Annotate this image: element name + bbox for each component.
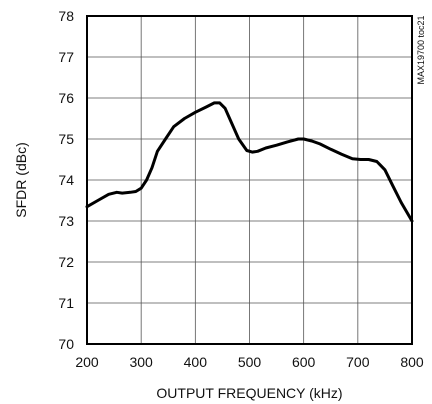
x-tick-label: 600 xyxy=(292,354,316,370)
x-tick-label: 400 xyxy=(184,354,208,370)
y-tick-label: 78 xyxy=(58,8,74,24)
y-tick-label: 71 xyxy=(58,295,74,311)
y-axis-title: SFDR (dBc) xyxy=(13,142,29,217)
y-tick-label: 70 xyxy=(58,336,74,352)
y-tick-label: 76 xyxy=(58,90,74,106)
y-tick-label: 74 xyxy=(58,172,74,188)
y-tick-label: 73 xyxy=(58,213,74,229)
series-group xyxy=(85,101,414,223)
x-tick-label: 800 xyxy=(400,354,424,370)
x-tick-label: 300 xyxy=(129,354,153,370)
x-tick-label: 700 xyxy=(346,354,370,370)
x-tick-labels: 200 300 400 500 600 700 800 xyxy=(75,354,424,370)
y-tick-label: 77 xyxy=(58,49,74,65)
y-tick-labels: 70 71 72 73 74 75 76 77 78 xyxy=(58,8,74,352)
grid-lines xyxy=(87,16,412,344)
y-tick-label: 72 xyxy=(58,254,74,270)
figure-code-label: MAX19700 toc21 xyxy=(416,15,426,84)
x-tick-label: 200 xyxy=(75,354,99,370)
x-tick-label: 500 xyxy=(238,354,262,370)
y-tick-label: 75 xyxy=(58,131,74,147)
series-line xyxy=(85,101,414,223)
x-axis-title: OUTPUT FREQUENCY (kHz) xyxy=(156,385,342,401)
plot-frame xyxy=(86,15,413,345)
